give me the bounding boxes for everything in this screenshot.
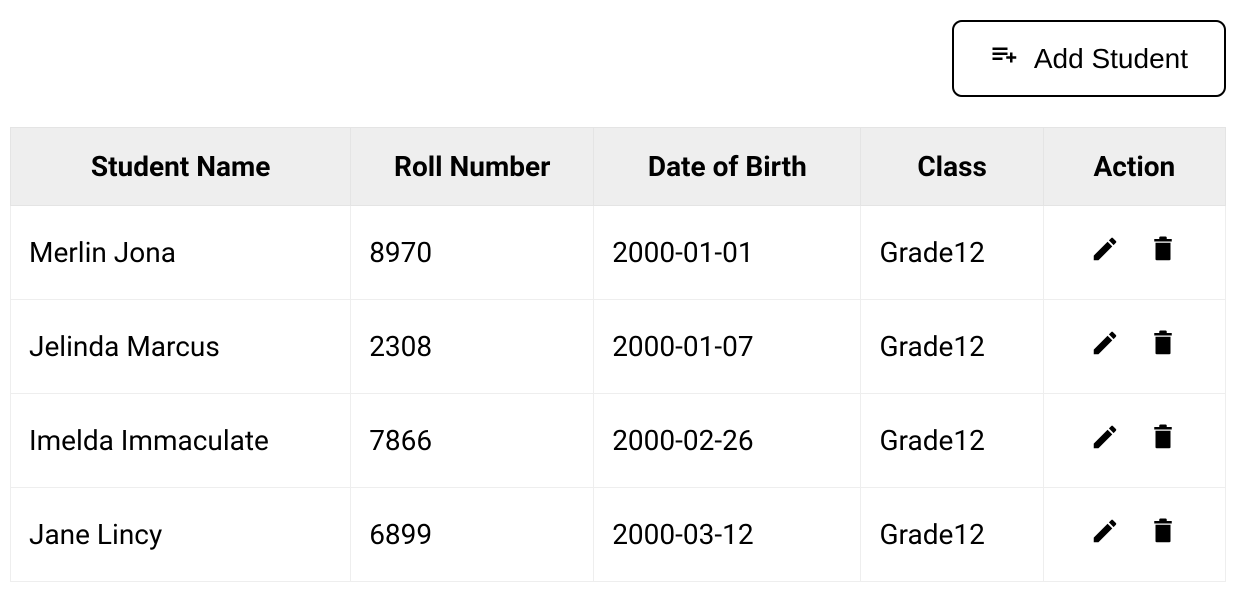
table-row: Jelinda Marcus23082000-01-07Grade12 <box>11 300 1226 394</box>
cell-dob: 2000-01-07 <box>594 300 861 394</box>
cell-dob: 2000-03-12 <box>594 488 861 582</box>
toolbar: Add Student <box>10 20 1226 97</box>
cell-name: Merlin Jona <box>11 206 351 300</box>
column-header: Class <box>861 128 1043 206</box>
playlist-add-icon <box>990 40 1020 77</box>
table-header: Student NameRoll NumberDate of BirthClas… <box>11 128 1226 206</box>
edit-icon[interactable] <box>1090 516 1120 553</box>
delete-icon[interactable] <box>1148 516 1178 553</box>
column-header: Roll Number <box>351 128 594 206</box>
table-row: Merlin Jona89702000-01-01Grade12 <box>11 206 1226 300</box>
table-body: Merlin Jona89702000-01-01Grade12Jelinda … <box>11 206 1226 582</box>
cell-roll: 7866 <box>351 394 594 488</box>
table-header-row: Student NameRoll NumberDate of BirthClas… <box>11 128 1226 206</box>
column-header: Action <box>1043 128 1225 206</box>
cell-name: Imelda Immaculate <box>11 394 351 488</box>
cell-dob: 2000-02-26 <box>594 394 861 488</box>
cell-roll: 2308 <box>351 300 594 394</box>
action-icons <box>1090 328 1178 365</box>
delete-icon[interactable] <box>1148 234 1178 271</box>
cell-class: Grade12 <box>861 206 1043 300</box>
cell-name: Jane Lincy <box>11 488 351 582</box>
cell-action <box>1043 206 1225 300</box>
cell-roll: 8970 <box>351 206 594 300</box>
table-row: Jane Lincy68992000-03-12Grade12 <box>11 488 1226 582</box>
cell-class: Grade12 <box>861 394 1043 488</box>
cell-roll: 6899 <box>351 488 594 582</box>
action-icons <box>1090 516 1178 553</box>
add-student-label: Add Student <box>1034 43 1188 75</box>
students-table: Student NameRoll NumberDate of BirthClas… <box>10 127 1226 582</box>
cell-class: Grade12 <box>861 488 1043 582</box>
cell-class: Grade12 <box>861 300 1043 394</box>
delete-icon[interactable] <box>1148 422 1178 459</box>
action-icons <box>1090 234 1178 271</box>
edit-icon[interactable] <box>1090 422 1120 459</box>
column-header: Date of Birth <box>594 128 861 206</box>
table-row: Imelda Immaculate78662000-02-26Grade12 <box>11 394 1226 488</box>
cell-action <box>1043 300 1225 394</box>
cell-name: Jelinda Marcus <box>11 300 351 394</box>
edit-icon[interactable] <box>1090 234 1120 271</box>
delete-icon[interactable] <box>1148 328 1178 365</box>
edit-icon[interactable] <box>1090 328 1120 365</box>
column-header: Student Name <box>11 128 351 206</box>
cell-action <box>1043 394 1225 488</box>
cell-dob: 2000-01-01 <box>594 206 861 300</box>
add-student-button[interactable]: Add Student <box>952 20 1226 97</box>
cell-action <box>1043 488 1225 582</box>
action-icons <box>1090 422 1178 459</box>
